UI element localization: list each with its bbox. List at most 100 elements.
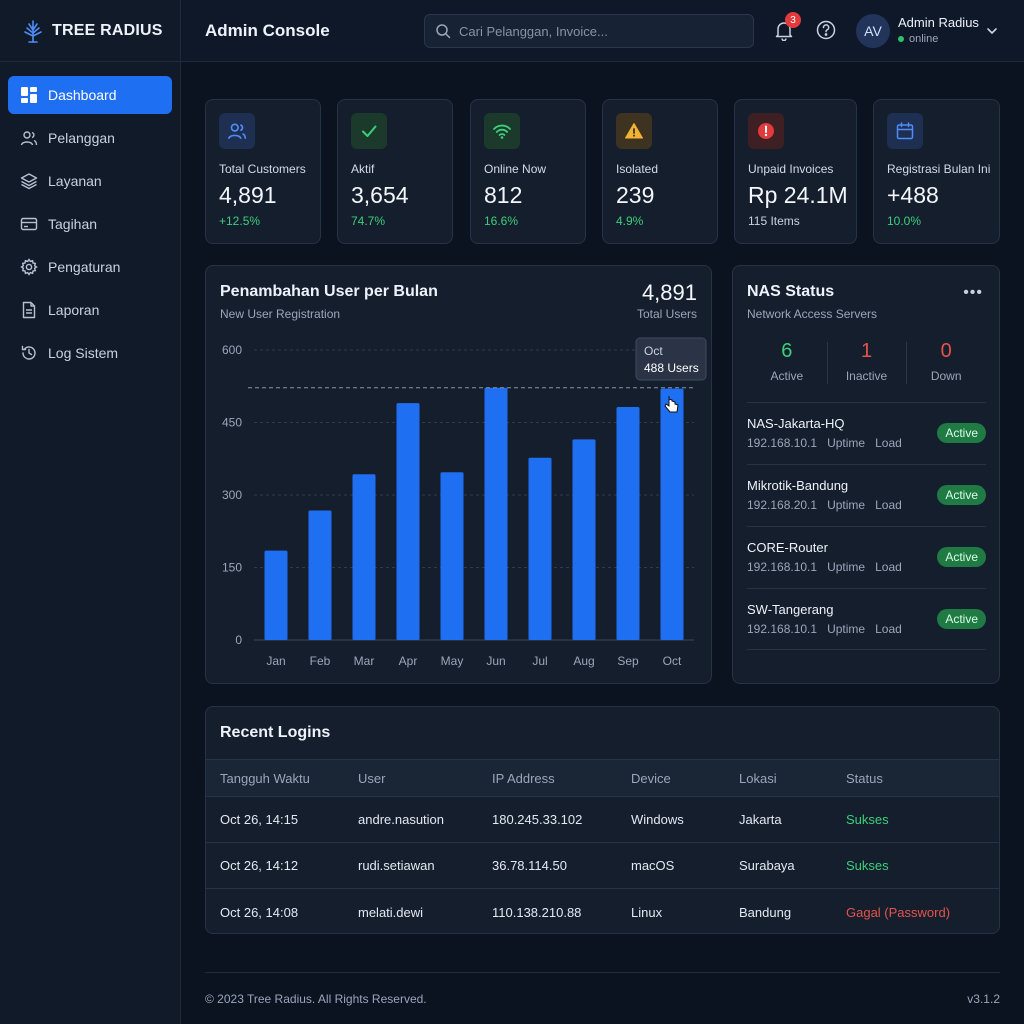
sidebar-item-log-sistem[interactable]: Log Sistem <box>8 334 172 372</box>
x-tick-label: May <box>441 654 464 668</box>
bar-feb <box>308 510 332 640</box>
nas-server-uptime: Uptime <box>827 436 866 450</box>
sidebar: TREE RADIUS Dashboard Pelanggan Layanan … <box>0 0 181 1024</box>
cell-time: Oct 26, 14:15 <box>220 812 299 827</box>
help-icon <box>816 20 836 40</box>
user-menu-toggle[interactable] <box>986 24 998 42</box>
column-header-location[interactable]: Lokasi <box>739 770 777 786</box>
bar-jan <box>264 550 288 640</box>
wifi-icon <box>493 124 511 139</box>
stat-card-online-now[interactable]: Online Now 812 16.6% <box>470 99 586 244</box>
more-options-icon[interactable]: ••• <box>963 284 983 301</box>
nas-server-ip: 192.168.10.1 <box>747 436 818 450</box>
stat-card-total-customers[interactable]: Total Customers 4,891 +12.5% <box>205 99 321 244</box>
stat-icon-box <box>887 113 923 149</box>
help-button[interactable] <box>815 19 839 43</box>
nas-server-row[interactable]: NAS-Jakarta-HQ 192.168.10.1 Uptime Load Ac… <box>747 402 986 464</box>
chart-title: Penambahan User per Bulan <box>220 283 438 300</box>
stat-icon-box <box>219 113 255 149</box>
cell-user: rudi.setiawan <box>358 858 435 873</box>
stat-change: +12.5% <box>219 214 261 228</box>
column-header-device[interactable]: Device <box>631 770 671 786</box>
nas-server-row[interactable]: Mikrotik-Bandung 192.168.20.1 Uptime Load … <box>747 464 986 526</box>
chart-card: 0 150 300 450 600 Jan Feb Mar Apr May Jun Jul Aug Sep… <box>205 265 712 684</box>
sidebar-item-label: Log Sistem <box>48 345 119 361</box>
bar-may <box>440 472 464 640</box>
bar-oct <box>660 388 684 640</box>
table-row[interactable]: Oct 26, 14:15 andre.nasution 180.245.33.… <box>206 797 999 843</box>
sidebar-item-layanan[interactable]: Layanan <box>8 162 172 200</box>
notification-badge: 3 <box>785 12 801 28</box>
bar-sep <box>616 407 640 640</box>
notification-button[interactable]: 3 <box>773 12 801 43</box>
cell-device: Windows <box>631 812 684 827</box>
check-icon <box>362 125 377 137</box>
sidebar-item-label: Layanan <box>48 173 102 189</box>
sidebar-item-laporan[interactable]: Laporan <box>8 291 172 329</box>
tooltip-box <box>635 337 707 381</box>
recent-logins-title: Recent Logins <box>220 724 331 741</box>
x-tick-label: Jan <box>266 654 285 668</box>
cell-location: Jakarta <box>739 812 782 827</box>
sidebar-item-label: Tagihan <box>48 216 98 232</box>
nas-server-row[interactable]: SW-Tangerang 192.168.10.1 Uptime Load Acti… <box>747 588 986 650</box>
stat-card-unpaid-invoices[interactable]: Unpaid Invoices Rp 24.1M 115 Items <box>734 99 857 244</box>
x-tick-label: Feb <box>310 654 331 668</box>
sidebar-item-pelanggan[interactable]: Pelanggan <box>8 119 172 157</box>
brand-name: TREE RADIUS <box>52 21 163 39</box>
nas-server-load: Load <box>875 436 902 450</box>
sidebar-item-tagihan[interactable]: Tagihan <box>8 205 172 243</box>
nas-server-load: Load <box>875 560 902 574</box>
sidebar-item-pengaturan[interactable]: Pengaturan <box>8 248 172 286</box>
cell-user: melati.dewi <box>358 904 424 920</box>
bar-jul <box>528 457 552 640</box>
brand[interactable]: TREE RADIUS <box>0 0 180 62</box>
search-input[interactable] <box>459 23 739 39</box>
nas-server-ip: 192.168.20.1 <box>747 498 818 512</box>
footer-version: v3.1.2 <box>967 992 1000 1006</box>
x-tick-label: Aug <box>573 654 594 668</box>
nas-count-label: Inactive <box>845 369 888 383</box>
nas-counts: 6 Active 1 Inactive 0 Down <box>747 340 986 386</box>
cell-location: Bandung <box>739 904 792 920</box>
recent-logins-card: Recent Logins Tangguh Waktu User IP Addr… <box>205 706 1000 934</box>
footer-divider <box>205 972 1000 973</box>
column-header-status[interactable]: Status <box>846 770 883 786</box>
search-box[interactable] <box>424 14 754 48</box>
sidebar-item-label: Pengaturan <box>48 259 121 275</box>
nas-count-value: 1 <box>860 340 873 362</box>
user-status-label: online <box>909 33 939 45</box>
table-row[interactable]: Oct 26, 14:08 melati.dewi 110.138.210.88… <box>206 889 999 935</box>
stat-value: Rp 24.1M <box>748 182 848 208</box>
column-header-time[interactable]: Tangguh Waktu <box>220 770 310 786</box>
chevron-down-icon <box>987 28 997 34</box>
status-badge: Active <box>937 485 986 505</box>
stat-value: +488 <box>887 182 939 208</box>
sidebar-item-dashboard[interactable]: Dashboard <box>8 76 172 114</box>
column-header-user[interactable]: User <box>358 770 386 786</box>
bar-mar <box>352 474 376 640</box>
stat-sub-text: 115 Items <box>748 214 800 228</box>
hand-cursor-icon <box>664 396 679 413</box>
table-row[interactable]: Oct 26, 14:12 rudi.setiawan 36.78.114.50… <box>206 843 999 889</box>
top-header: Admin Console 3 AV Admin Radius online <box>181 0 1024 62</box>
stat-card-aktif[interactable]: Aktif 3,654 74.7% <box>337 99 453 244</box>
nas-server-row[interactable]: CORE-Router 192.168.10.1 Uptime Load Activ… <box>747 526 986 588</box>
nas-status-card: NAS Status Network Access Servers ••• 6 … <box>732 265 1000 684</box>
stat-icon-box <box>484 113 520 149</box>
column-header-ip[interactable]: IP Address <box>492 770 555 786</box>
nas-count-inactive: 1 Inactive <box>826 340 907 386</box>
stat-card-isolated[interactable]: Isolated 239 4.9% <box>602 99 718 244</box>
user-name[interactable]: Admin Radius <box>898 15 979 30</box>
cell-time: Oct 26, 14:12 <box>220 858 299 873</box>
cell-status: Gagal (Password) <box>846 904 951 920</box>
nas-server-ip: 192.168.10.1 <box>747 622 818 636</box>
search-icon <box>436 24 451 39</box>
stat-card-registrasi[interactable]: Registrasi Bulan Ini +488 10.0% <box>873 99 1000 244</box>
chart-subtitle: New User Registration <box>220 307 341 321</box>
sidebar-nav: Dashboard Pelanggan Layanan Tagihan Peng… <box>0 62 180 386</box>
document-icon <box>22 301 36 319</box>
tooltip-month: Oct <box>644 344 663 358</box>
nas-server-load: Load <box>875 622 902 636</box>
avatar[interactable]: AV <box>856 14 890 48</box>
